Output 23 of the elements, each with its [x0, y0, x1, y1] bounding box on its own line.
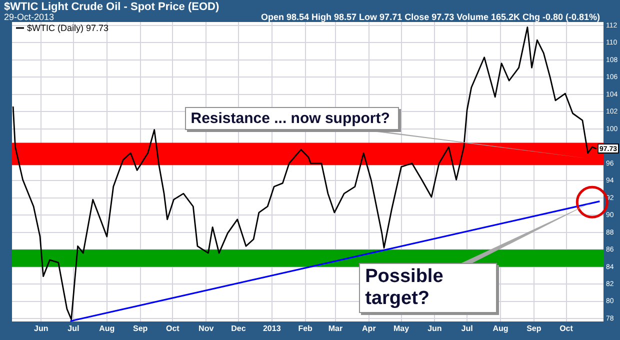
- annotation: Possible target?: [359, 263, 498, 313]
- x-tick-label: Apr: [362, 324, 376, 334]
- annotation: Open 98.54 High 98.57 Low 97.71 Close 97.73 Volume 165.2K Chg -0.80 (-0.81%): [261, 12, 600, 22]
- x-tick-label: Aug: [492, 324, 508, 334]
- x-tick-label: Oct: [560, 324, 574, 334]
- annotation: Resistance ... now support?: [184, 107, 399, 130]
- x-tick-label: 2013: [262, 324, 282, 334]
- chart-subtitle: 29-Oct-2013: [4, 12, 54, 22]
- x-tick-label: Jul: [68, 324, 80, 334]
- x-tick-label: Jun: [34, 324, 48, 334]
- x-tick-label: Nov: [198, 324, 214, 334]
- x-tick-label: May: [393, 324, 410, 334]
- x-tick-label: Feb: [298, 324, 313, 334]
- x-tick-label: Sep: [132, 324, 148, 334]
- x-tick-label: Jul: [461, 324, 473, 334]
- x-tick-label: Dec: [231, 324, 246, 334]
- x-tick-label: Sep: [526, 324, 542, 334]
- x-tick-label: Jun: [428, 324, 442, 334]
- x-tick-label: Oct: [166, 324, 180, 334]
- chart-title: $WTIC Light Crude Oil - Spot Price (EOD): [4, 1, 220, 13]
- x-tick-label: Aug: [99, 324, 115, 334]
- x-tick-label: Mar: [328, 324, 343, 334]
- legend-label: $WTIC (Daily) 97.73: [27, 23, 109, 33]
